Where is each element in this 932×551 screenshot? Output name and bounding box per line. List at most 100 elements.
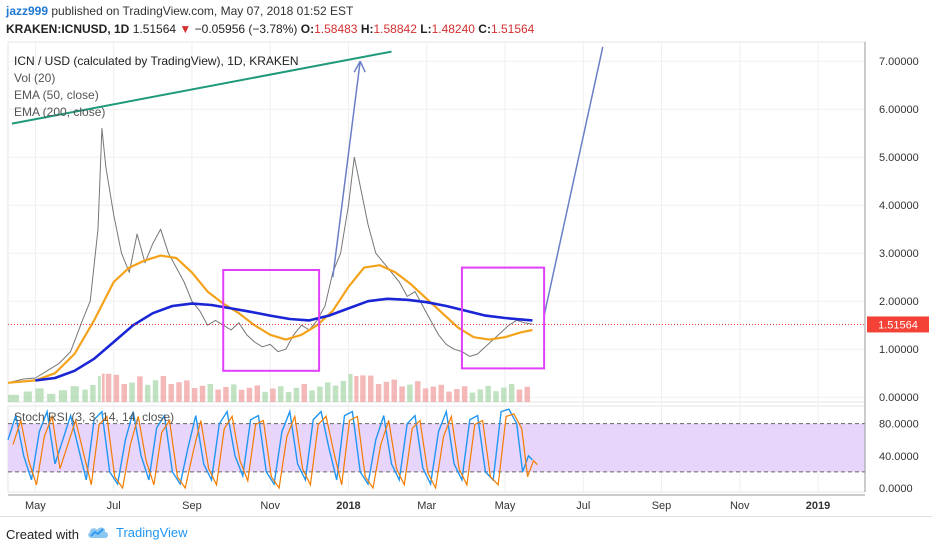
volume-bar <box>309 390 315 402</box>
price-tick-label: 0.00000 <box>879 392 919 404</box>
volume-bar <box>469 392 476 402</box>
volume-bar <box>246 387 253 402</box>
volume-bar <box>129 382 135 402</box>
low-label: L: <box>420 22 432 36</box>
tradingview-logo[interactable]: TradingView <box>86 524 188 540</box>
cloud-icon <box>88 527 108 538</box>
volume-bar <box>407 384 413 402</box>
volume-bar <box>278 386 284 402</box>
time-tick-label: 2018 <box>336 500 360 512</box>
volume-bar <box>270 388 276 402</box>
volume-bar <box>184 380 190 402</box>
legend-title: ICN / USD (calculated by TradingView), 1… <box>14 54 299 68</box>
volume-bar <box>254 385 261 402</box>
volume-bar <box>262 391 268 402</box>
volume-bar <box>485 385 491 402</box>
volume-bar <box>414 381 421 402</box>
volume-bar <box>524 386 531 402</box>
volume-bar <box>301 384 307 402</box>
stoch-tick-label: 80.0000 <box>879 419 919 431</box>
volume-bar <box>223 387 229 402</box>
chart-legend: ICN / USD (calculated by TradingView), 1… <box>14 53 299 121</box>
footer: Created with TradingView <box>0 516 932 551</box>
price-pane <box>7 46 865 402</box>
price-tick-label: 6.00000 <box>879 104 919 116</box>
stoch-tick-label: 40.0000 <box>879 451 919 463</box>
time-tick-label: Sep <box>652 500 672 512</box>
legend-vol[interactable]: Vol (20) <box>14 71 56 85</box>
volume-bar <box>516 389 523 402</box>
ohlc-bar: KRAKEN:ICNUSD, 1D 1.51564 ▼ −0.05956 (−3… <box>6 22 534 36</box>
legend-ema50[interactable]: EMA (50, close) <box>14 88 99 102</box>
legend-ema200[interactable]: EMA (200, close) <box>14 105 106 119</box>
volume-bar <box>70 386 79 402</box>
stoch-d-line <box>12 413 538 490</box>
volume-bar <box>113 374 120 402</box>
volume-bar <box>354 376 359 402</box>
stoch-tick-label: 0.0000 <box>879 483 913 495</box>
brand-label: TradingView <box>116 524 188 540</box>
low-value: 1.48240 <box>431 22 475 36</box>
publish-info: jazz999 published on TradingView.com, Ma… <box>6 4 353 18</box>
current-price-badge <box>867 316 929 333</box>
volume-bar <box>454 389 460 402</box>
price-tick-label: 7.00000 <box>879 56 919 68</box>
time-tick-label: Nov <box>730 500 750 512</box>
volume-bar <box>101 373 105 402</box>
stoch-legend[interactable]: Stoch RSI (3, 3, 14, 14, close) <box>14 410 175 424</box>
price-tick-label: 1.00000 <box>879 344 919 356</box>
volume-bar <box>137 376 143 402</box>
time-tick-label: Jul <box>107 500 121 512</box>
volume-bar <box>477 389 484 402</box>
ema200-line <box>35 297 533 382</box>
volume-bar <box>375 384 382 402</box>
volume-bar <box>340 381 347 402</box>
price-tick-label: 4.00000 <box>879 200 919 212</box>
stoch-rsi-pane <box>7 408 865 490</box>
price-tick-label: 3.00000 <box>879 248 919 260</box>
volume-bar <box>285 392 292 402</box>
volume-bar <box>152 380 159 402</box>
volume-bar <box>324 382 331 402</box>
high-label: H: <box>360 22 374 36</box>
price-chart[interactable]: 0.00000 1.00000 2.00000 3.00000 4.00000 5.000… <box>0 0 932 516</box>
time-tick-label: Mar <box>417 500 436 512</box>
price-series-line <box>7 127 533 384</box>
stoch-k-line <box>7 408 533 487</box>
volume-bar <box>231 384 237 402</box>
volume-bar <box>207 384 214 402</box>
symbol-label: KRAKEN:ICNUSD, 1D <box>6 22 130 36</box>
volume-bar <box>215 389 221 402</box>
volume-bar <box>90 385 96 402</box>
volume-bar <box>399 386 405 402</box>
volume-bar <box>121 384 127 402</box>
time-tick-label: Jul <box>576 500 590 512</box>
volume-bar <box>501 387 507 402</box>
close-value: 1.51564 <box>490 22 535 36</box>
volume-bar <box>58 390 68 402</box>
volume-bar <box>422 388 429 402</box>
open-label: O: <box>300 22 315 36</box>
current-price-label: 1.51564 <box>878 319 918 331</box>
change-value: −0.05956 (−3.78%) <box>194 22 298 36</box>
volume-bar <box>168 384 174 402</box>
volume-bar <box>493 391 499 402</box>
time-tick-label: Nov <box>260 500 280 512</box>
volume-bar <box>47 393 56 402</box>
volume-bar <box>176 382 182 402</box>
arrow-head <box>353 60 366 73</box>
volume-bar <box>360 375 366 402</box>
volume-bar <box>199 385 206 402</box>
arrow-line <box>332 61 361 278</box>
volume-bar <box>446 391 452 402</box>
volume-bar <box>160 376 167 402</box>
volume-bar <box>391 379 397 402</box>
author-link[interactable]: jazz999 <box>6 4 49 18</box>
change-arrow-icon: ▼ <box>179 22 192 36</box>
volume-bar <box>348 374 353 402</box>
volume-bar <box>461 386 468 402</box>
time-tick-label: 2019 <box>806 500 830 512</box>
last-price: 1.51564 <box>132 22 177 36</box>
volume-bar <box>438 384 444 402</box>
time-tick-label: May <box>25 500 46 512</box>
